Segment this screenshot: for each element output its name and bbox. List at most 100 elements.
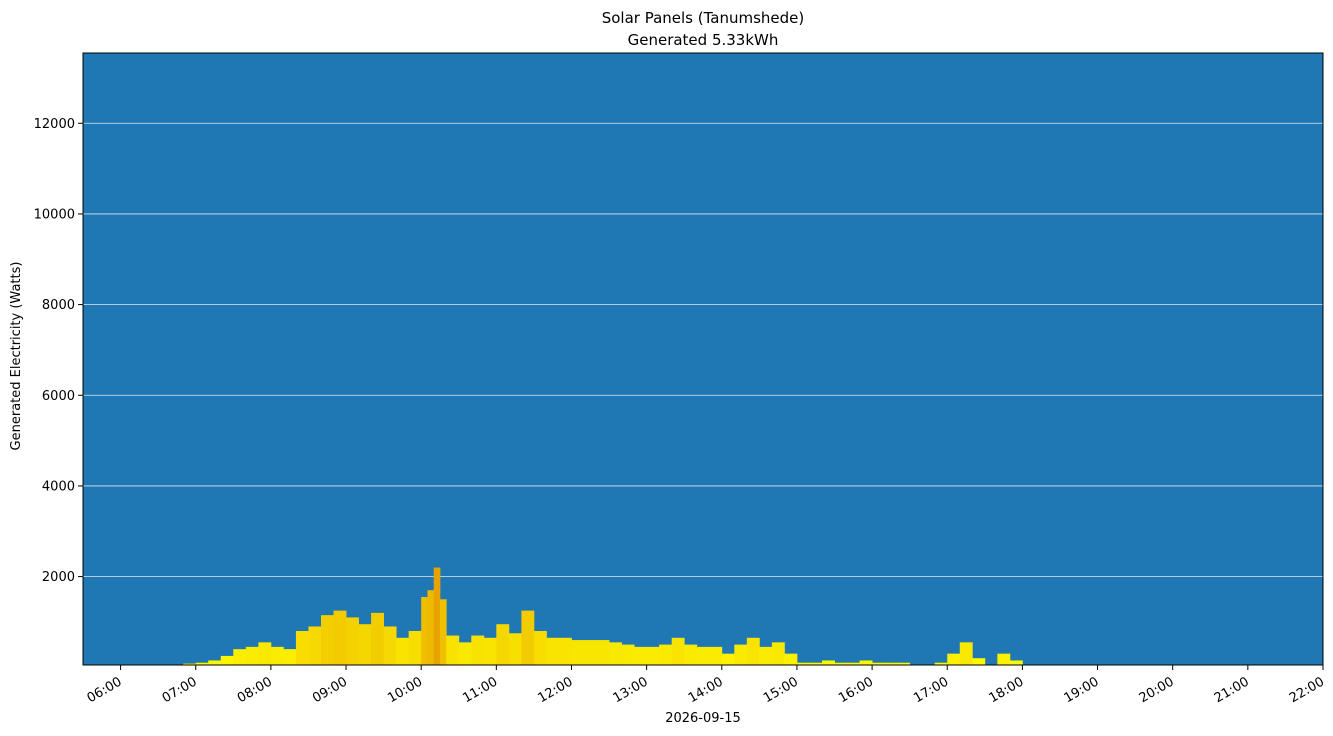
bar-06:50	[183, 663, 197, 665]
bar-16:00	[872, 662, 886, 665]
bars-group	[170, 567, 1061, 666]
x-tick-label-13: 19:00	[1062, 674, 1102, 706]
bar-12:30	[609, 642, 622, 665]
plot-background	[83, 53, 1323, 665]
bar-12:00	[571, 640, 585, 665]
bar-14:20	[746, 637, 760, 665]
gridlines	[83, 122, 1323, 577]
bar-11:40	[546, 637, 560, 665]
x-axis: 06:00 07:00 08:00 09:00 10:00 11:00 12:00 13:00…	[85, 665, 1327, 706]
bar-14:40	[771, 642, 785, 665]
x-tick-label-12: 18:00	[986, 674, 1026, 706]
bar-13:20	[671, 637, 685, 665]
bar-16:10	[884, 662, 898, 665]
x-tick-label-16: 22:00	[1287, 674, 1327, 706]
y-tick-label-5: 12000	[34, 117, 75, 132]
bar-10:20	[446, 635, 460, 665]
bar-14:50	[784, 653, 798, 665]
bar-09:40	[396, 637, 410, 665]
bar-10:50	[483, 637, 497, 665]
x-tick-label-11: 17:00	[911, 674, 951, 706]
bar-13:40	[696, 646, 710, 665]
bar-10:15	[439, 599, 447, 665]
bar-15:30	[834, 662, 848, 665]
bar-11:50	[558, 637, 572, 665]
x-tick-label-0: 06:00	[85, 674, 125, 706]
bar-15:40	[847, 662, 860, 665]
x-tick-label-6: 12:00	[536, 674, 576, 706]
bar-11:00	[496, 624, 510, 665]
bar-12:20	[596, 640, 610, 665]
bar-08:00	[270, 646, 284, 665]
bar-07:00	[195, 662, 209, 665]
bar-14:00	[721, 653, 735, 665]
x-tick-label-3: 09:00	[310, 674, 350, 706]
bar-10:30	[458, 642, 472, 665]
y-axis: 2000 4000 6000 8000 10000 12000	[34, 117, 83, 585]
x-tick-label-7: 13:00	[611, 674, 651, 706]
bar-10:00	[421, 597, 428, 665]
bar-07:40	[245, 646, 259, 665]
plot-frame	[82, 52, 1324, 666]
x-tick-label-4: 10:00	[385, 674, 425, 706]
bar-08:50	[333, 610, 347, 665]
x-tick-label-5: 11:00	[460, 674, 500, 706]
x-tick-label-8: 14:00	[686, 674, 726, 706]
x-tick-label-9: 15:00	[761, 674, 801, 706]
bar-11:20	[521, 610, 535, 665]
y-axis-label: Generated Electricity (Watts)	[9, 262, 24, 451]
x-tick-label-14: 20:00	[1137, 674, 1177, 706]
bar-15:20	[821, 660, 835, 665]
x-tick-label-15: 21:00	[1212, 674, 1252, 706]
bar-07:30	[233, 649, 247, 665]
bar-14:10	[734, 644, 748, 665]
bar-15:50	[859, 660, 873, 665]
bar-08:10	[283, 649, 297, 665]
bar-13:10	[659, 644, 673, 665]
bar-13:00	[646, 646, 660, 665]
bar-08:40	[320, 615, 334, 665]
bar-10:05	[427, 590, 435, 665]
bar-10:40	[471, 635, 485, 665]
bar-09:10	[358, 624, 372, 665]
bar-07:20	[220, 655, 234, 665]
bar-07:10	[208, 660, 222, 665]
bar-17:50	[1009, 660, 1023, 665]
y-tick-label-0: 2000	[42, 570, 75, 585]
y-tick-label-4: 10000	[34, 207, 75, 222]
bar-09:30	[383, 626, 397, 665]
bar-17:10	[959, 642, 973, 665]
bar-10:10	[433, 567, 441, 665]
bar-14:30	[759, 646, 773, 665]
bar-11:30	[533, 631, 547, 665]
bar-17:40	[997, 653, 1011, 665]
bar-16:50	[934, 662, 948, 665]
bar-08:20	[295, 631, 309, 665]
bar-15:10	[809, 662, 823, 665]
bar-13:50	[709, 646, 723, 665]
bar-07:50	[258, 642, 272, 665]
bar-13:30	[684, 644, 698, 665]
bar-12:40	[621, 644, 635, 665]
x-axis-label: 2026-09-15	[665, 711, 741, 726]
x-tick-label-1: 07:00	[160, 674, 200, 706]
chart-title: Solar Panels (Tanumshede)	[602, 9, 805, 27]
bar-12:10	[584, 640, 597, 665]
x-tick-label-10: 16:00	[836, 674, 876, 706]
bar-15:00	[796, 662, 810, 665]
y-tick-label-1: 4000	[42, 479, 75, 494]
x-tick-label-2: 08:00	[235, 674, 275, 706]
bar-16:20	[897, 662, 911, 665]
bar-09:50	[408, 631, 422, 665]
bar-09:20	[371, 612, 385, 665]
bar-12:50	[634, 646, 648, 665]
bar-08:30	[308, 626, 322, 665]
bar-17:20	[972, 658, 986, 665]
chart-subtitle: Generated 5.33kWh	[628, 31, 779, 49]
bar-17:00	[947, 653, 961, 665]
bar-09:00	[346, 617, 359, 665]
bar-11:10	[508, 633, 522, 665]
y-tick-label-3: 8000	[42, 298, 75, 313]
y-tick-label-2: 6000	[42, 389, 75, 404]
